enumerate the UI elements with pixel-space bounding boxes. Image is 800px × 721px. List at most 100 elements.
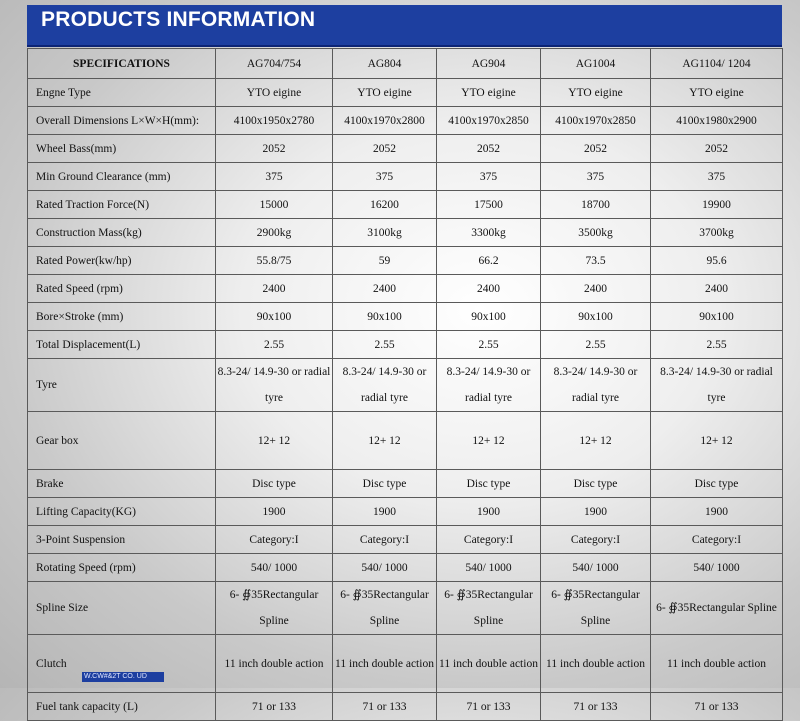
table-cell: 71 or 133	[215, 692, 333, 721]
table-cell: 4100x1950x2780	[215, 106, 333, 135]
page-title: PRODUCTS INFORMATION	[41, 8, 316, 31]
table-cell: 1900	[650, 497, 783, 526]
table-cell: 71 or 133	[540, 692, 651, 721]
row-label: 3-Point Suspension	[27, 525, 216, 554]
table-cell: 2400	[540, 274, 651, 303]
row-label: Construction Mass(kg)	[27, 218, 216, 247]
table-cell: YTO eigine	[650, 78, 783, 107]
table-cell: 375	[215, 162, 333, 191]
row-label: Rotating Speed (rpm)	[27, 553, 216, 582]
row-label: Lifting Capacity(KG)	[27, 497, 216, 526]
table-cell: 540/ 1000	[650, 553, 783, 582]
table-cell: 11 inch double action	[436, 634, 541, 693]
table-cell: 12+ 12	[215, 411, 333, 470]
table-row: 3-Point Suspension Category:I Category:I Ca…	[27, 525, 783, 554]
table-row: Wheel Bass(mm) 2052 2052 2052 2052 2052	[27, 134, 783, 163]
table-row: Engne Type YTO eigine YTO eigine YTO eigine…	[27, 78, 783, 107]
table-cell: 2.55	[215, 330, 333, 359]
row-label: Tyre	[27, 358, 216, 412]
table-cell: 4100x1970x2850	[540, 106, 651, 135]
table-cell: 11 inch double action	[540, 634, 651, 693]
column-header-model: AG704/754	[215, 48, 333, 79]
table-cell: Category:I	[215, 525, 333, 554]
row-label: Gear box	[27, 411, 216, 470]
row-label: Rated Speed (rpm)	[27, 274, 216, 303]
table-row: Rated Speed (rpm) 2400 2400 2400 2400 2400	[27, 274, 783, 303]
row-label: Overall Dimensions L×W×H(mm):	[27, 106, 216, 135]
table-row: Clutch 11 inch double action 11 inch doubl…	[27, 634, 783, 693]
table-row: Rated Power(kw/hp) 55.8/75 59 66.2 73.5 95.6	[27, 246, 783, 275]
table-cell: 540/ 1000	[332, 553, 437, 582]
table-cell: 11 inch double action	[650, 634, 783, 693]
table-cell: Disc type	[540, 469, 651, 498]
table-row: Fuel tank capacity (L) 71 or 133 71 or 133…	[27, 692, 783, 721]
table-cell: 18700	[540, 190, 651, 219]
table-cell: 59	[332, 246, 437, 275]
table-cell: Category:I	[436, 525, 541, 554]
table-cell: 375	[650, 162, 783, 191]
table-cell: 375	[540, 162, 651, 191]
column-header-model: AG904	[436, 48, 541, 79]
table-cell: 375	[436, 162, 541, 191]
table-cell: 4100x1970x2800	[332, 106, 437, 135]
table-cell: 1900	[332, 497, 437, 526]
header-banner: PRODUCTS INFORMATION	[27, 5, 782, 47]
column-header-specifications: SPECIFICATIONS	[27, 48, 216, 79]
table-cell: 2.55	[436, 330, 541, 359]
table-cell: YTO eigine	[540, 78, 651, 107]
table-cell: 16200	[332, 190, 437, 219]
table-cell: 1900	[215, 497, 333, 526]
table-cell: Category:I	[540, 525, 651, 554]
table-cell: 12+ 12	[332, 411, 437, 470]
table-cell: 12+ 12	[436, 411, 541, 470]
table-cell: 90x100	[332, 302, 437, 331]
row-label: Min Ground Clearance (mm)	[27, 162, 216, 191]
table-row: Brake Disc type Disc type Disc type Disc typ…	[27, 469, 783, 498]
table-cell: 2052	[215, 134, 333, 163]
table-cell: 6- ∯35Rectangular Spline	[650, 581, 783, 635]
table-cell: 6- ∯35Rectangular Spline	[436, 581, 541, 635]
table-cell: Disc type	[436, 469, 541, 498]
table-cell: 2052	[650, 134, 783, 163]
row-label: Engne Type	[27, 78, 216, 107]
table-cell: 90x100	[540, 302, 651, 331]
table-cell: 2400	[650, 274, 783, 303]
table-cell: 17500	[436, 190, 541, 219]
row-label: Brake	[27, 469, 216, 498]
table-row: Rotating Speed (rpm) 540/ 1000 540/ 1000 54…	[27, 553, 783, 582]
table-cell: 15000	[215, 190, 333, 219]
row-label: Wheel Bass(mm)	[27, 134, 216, 163]
row-label: Clutch	[27, 634, 216, 693]
table-cell: 2.55	[650, 330, 783, 359]
table-cell: Disc type	[332, 469, 437, 498]
table-cell: 71 or 133	[436, 692, 541, 721]
table-cell: 90x100	[215, 302, 333, 331]
table-cell: 8.3-24/ 14.9-30 or radial tyre	[215, 358, 333, 412]
specifications-table: SPECIFICATIONS AG704/754 AG804 AG904 AG1004 A…	[27, 48, 783, 721]
table-cell: 71 or 133	[650, 692, 783, 721]
table-cell: YTO eigine	[436, 78, 541, 107]
table-cell: 540/ 1000	[540, 553, 651, 582]
table-row: Lifting Capacity(KG) 1900 1900 1900 1900 1900	[27, 497, 783, 526]
table-cell: 2400	[215, 274, 333, 303]
column-header-model: AG804	[332, 48, 437, 79]
row-label: Rated Traction Force(N)	[27, 190, 216, 219]
table-row: Rated Traction Force(N) 15000 16200 17500 18…	[27, 190, 783, 219]
table-cell: 12+ 12	[650, 411, 783, 470]
table-row: Tyre 8.3-24/ 14.9-30 or radial tyre 8.3-24…	[27, 358, 783, 412]
table-cell: 71 or 133	[332, 692, 437, 721]
table-cell: Category:I	[332, 525, 437, 554]
table-cell: 8.3-24/ 14.9-30 or radial tyre	[436, 358, 541, 412]
row-label: Total Displacement(L)	[27, 330, 216, 359]
table-cell: 6- ∯35Rectangular Spline	[540, 581, 651, 635]
table-cell: 90x100	[436, 302, 541, 331]
footer-watermark: W.CW#&2T CO. UD	[82, 672, 164, 682]
table-cell: 8.3-24/ 14.9-30 or radial tyre	[332, 358, 437, 412]
table-cell: 3300kg	[436, 218, 541, 247]
table-cell: 11 inch double action	[332, 634, 437, 693]
row-label: Rated Power(kw/hp)	[27, 246, 216, 275]
table-cell: 1900	[436, 497, 541, 526]
table-cell: Disc type	[215, 469, 333, 498]
table-row: Spline Size 6- ∯35Rectangular Spline 6- ∯3…	[27, 581, 783, 635]
table-cell: 95.6	[650, 246, 783, 275]
